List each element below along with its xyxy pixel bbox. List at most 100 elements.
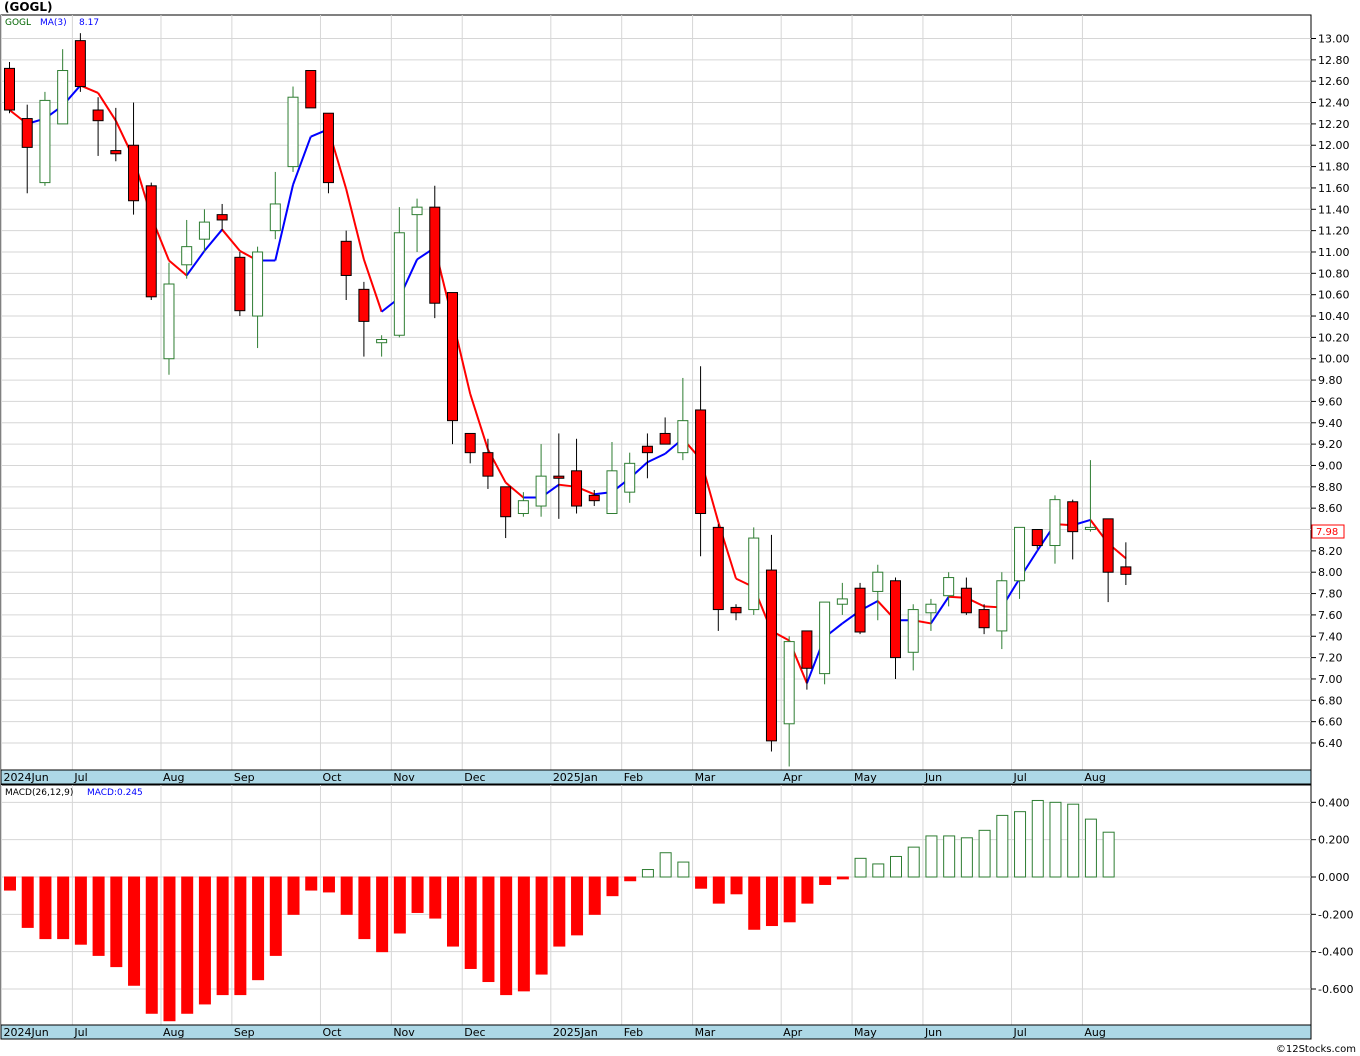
x-tick-label: 2024Jun xyxy=(4,771,49,784)
price-x-axis: 2024Jun Jul Aug Sep Oct Nov Dec 2025Jan Feb Mar Ap… xyxy=(4,771,1106,784)
macd-bar-negative xyxy=(695,876,708,889)
macd-bar-negative xyxy=(535,876,548,975)
candle-body-down xyxy=(1031,529,1043,547)
price-y-tick-label: 11.40 xyxy=(1318,203,1350,216)
candle-body-down xyxy=(447,292,458,422)
price-y-tick-label: 6.80 xyxy=(1318,694,1343,707)
candle-body-down xyxy=(978,609,990,629)
macd-bar-positive xyxy=(1014,811,1027,878)
candle-body-up xyxy=(376,339,388,344)
candle-body-down xyxy=(482,452,494,477)
macd-value-label: MACD:0.245 xyxy=(87,788,143,798)
price-y-tick-label: 11.80 xyxy=(1318,161,1350,174)
price-y-tick-label: 12.80 xyxy=(1318,54,1350,67)
macd-bar-negative xyxy=(4,876,16,891)
macd-bar-negative xyxy=(712,876,725,904)
candle-body-down xyxy=(110,150,122,155)
ma3-segment xyxy=(274,184,294,261)
x-tick-label: Oct xyxy=(322,1026,342,1039)
candle xyxy=(110,107,122,162)
candle xyxy=(269,171,281,240)
macd-y-tick-label: -0.600 xyxy=(1318,983,1353,996)
candle-body-down xyxy=(21,118,33,148)
candle-body-up xyxy=(517,500,529,515)
candle xyxy=(447,292,458,445)
macd-bar-negative xyxy=(287,876,300,915)
x-tick-label: Apr xyxy=(783,1026,803,1039)
x-tick-label: May xyxy=(854,1026,877,1039)
macd-bar-negative xyxy=(464,876,477,969)
macd-y-tick-label: -0.400 xyxy=(1318,946,1353,959)
macd-bar-positive xyxy=(907,846,920,878)
macd-bar-negative xyxy=(447,876,459,947)
candle-body-up xyxy=(624,462,636,493)
candle xyxy=(1102,518,1114,603)
candle-body-down xyxy=(695,409,707,515)
candle xyxy=(960,577,972,615)
candle xyxy=(872,564,884,621)
macd-bar-negative xyxy=(74,876,87,945)
candle-body-down xyxy=(92,109,104,122)
candle xyxy=(1067,499,1079,560)
candle-body-down xyxy=(571,470,583,507)
candle-body-up xyxy=(181,246,193,266)
x-tick-label: 2025Jan xyxy=(553,771,598,784)
macd-bar-positive xyxy=(659,852,672,878)
x-tick-label: Jul xyxy=(73,771,87,784)
macd-bar-positive xyxy=(1031,799,1044,878)
x-tick-label: Nov xyxy=(393,771,415,784)
price-y-tick-label: 10.80 xyxy=(1318,267,1350,280)
candle xyxy=(305,70,317,109)
macd-bar-negative xyxy=(376,876,389,953)
candle xyxy=(748,527,760,615)
candle-body-up xyxy=(606,470,618,515)
candle xyxy=(925,598,937,631)
candle-body-up xyxy=(819,601,831,675)
x-tick-label: Feb xyxy=(624,1026,643,1039)
price-y-tick-label: 7.20 xyxy=(1318,652,1343,665)
ma3-segment xyxy=(345,188,365,260)
candle xyxy=(252,246,264,349)
candle-body-down xyxy=(588,494,600,502)
candle xyxy=(464,432,476,464)
candle-body-down xyxy=(216,214,228,221)
candle xyxy=(234,251,246,317)
macd-bar-negative xyxy=(411,876,424,913)
x-tick-label: Aug xyxy=(1084,771,1105,784)
macd-bar-positive xyxy=(890,855,902,878)
candle-body-up xyxy=(925,603,937,614)
x-tick-label: Aug xyxy=(1084,1026,1105,1039)
chart-title: (GOGL) xyxy=(4,0,53,14)
candle xyxy=(836,582,848,615)
price-y-tick-label: 9.00 xyxy=(1318,459,1343,472)
macd-bar-negative xyxy=(128,876,141,986)
candle xyxy=(57,49,69,125)
ma3-segment xyxy=(469,393,489,450)
ma3-segment xyxy=(646,452,666,464)
candle xyxy=(553,433,565,519)
macd-bar-negative xyxy=(358,876,371,940)
macd-bar-negative xyxy=(748,876,761,930)
price-y-tick-label: 11.00 xyxy=(1318,246,1350,259)
candle xyxy=(322,112,334,194)
candle-body-up xyxy=(1084,526,1096,531)
ma-value: 8.17 xyxy=(79,18,99,28)
price-y-tick-label: 6.40 xyxy=(1318,737,1343,750)
candle xyxy=(677,377,689,461)
candle xyxy=(21,104,33,194)
macd-gridlines xyxy=(1,785,1311,1025)
price-y-tick-label: 12.00 xyxy=(1318,139,1350,152)
price-y-tick-label: 10.60 xyxy=(1318,289,1350,302)
macd-bar-negative xyxy=(234,876,247,996)
candle-body-down xyxy=(1067,501,1079,533)
candle xyxy=(943,572,955,607)
macd-bar-negative xyxy=(322,876,335,893)
macd-bar-negative xyxy=(216,876,229,996)
candle xyxy=(1014,526,1026,599)
candle-body-down xyxy=(890,580,901,659)
candle xyxy=(128,102,140,215)
x-tick-label: Jun xyxy=(924,1026,942,1039)
candle xyxy=(145,182,157,301)
macd-bar-positive xyxy=(978,829,991,878)
candle-body-down xyxy=(712,526,724,611)
